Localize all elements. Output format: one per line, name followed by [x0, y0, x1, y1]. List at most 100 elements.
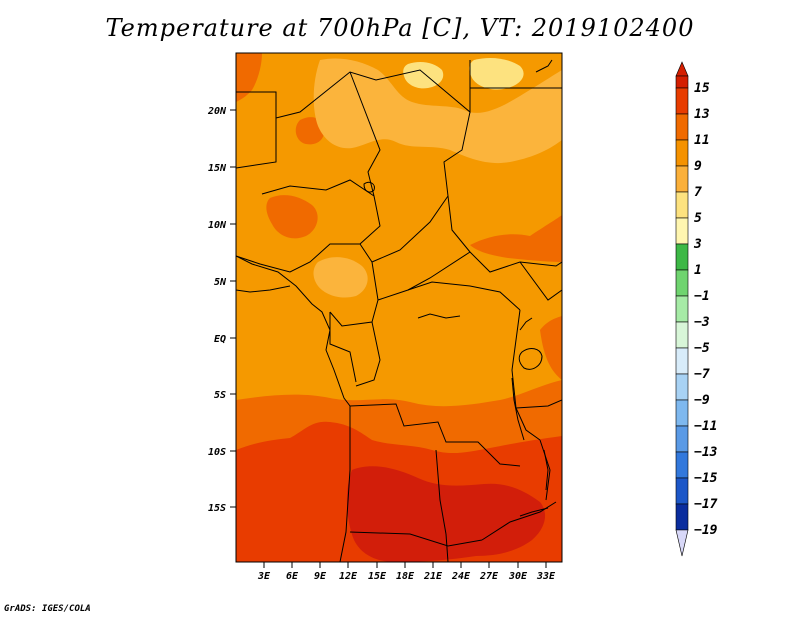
colorbar-swatch [675, 295, 689, 323]
field-7-9-north [313, 58, 562, 164]
border-tanzania [515, 399, 562, 409]
lon-label: 3E [257, 571, 271, 582]
lon-label: 15E [368, 571, 387, 582]
grads-credit: GrADS: IGES/COLA [4, 604, 91, 614]
field-15-17 [346, 466, 546, 562]
border-namibia-botswana [445, 533, 449, 562]
field-7-9-center [313, 257, 368, 298]
lat-label: 10N [208, 220, 227, 231]
border-angola-namibia [349, 531, 483, 547]
colorbar-label: 9 [694, 159, 702, 174]
lon-label: 6E [286, 571, 299, 582]
field-5-7-ne [469, 58, 524, 90]
lon-label: 24E [451, 571, 471, 582]
border-mali-niger [236, 118, 277, 169]
map-frame [235, 52, 563, 563]
colorbar-label: −19 [694, 523, 718, 538]
colorbar-swatch [675, 347, 689, 375]
colorbar-bottom-arrow [675, 529, 689, 557]
colorbar-label: 15 [694, 81, 710, 96]
lat-label: 15S [208, 503, 226, 514]
lat-label: 5S [214, 390, 226, 401]
colorbar-swatch [675, 191, 689, 219]
colorbar-label: 11 [694, 133, 710, 148]
border-drc-north [407, 281, 521, 311]
lon-label: 33E [536, 571, 556, 582]
colorbar-label: 7 [694, 185, 702, 200]
lat-label: 20N [207, 106, 227, 117]
coast-west [236, 255, 351, 562]
colorbar-label: 13 [694, 107, 710, 122]
border-congo-drc [355, 321, 381, 387]
drc-river [417, 313, 461, 319]
colorbar-swatch [675, 503, 689, 531]
field-11-13-east [470, 215, 562, 262]
colorbar-label: −17 [694, 497, 718, 512]
map-title: Temperature at 700hPa [C], VT: 201910240… [105, 14, 695, 42]
lake-tanganyika [511, 377, 525, 441]
colorbar-label: 3 [693, 237, 702, 252]
colorbar-swatch [675, 477, 689, 505]
field-11-13-west [266, 195, 318, 239]
border-niger-chad [349, 71, 381, 197]
border-cameroon-congo [329, 299, 379, 327]
border-angola-zambia [435, 449, 447, 535]
colorbar-label: −5 [694, 341, 710, 356]
border-sudan-north [443, 111, 471, 197]
lake-chad [363, 181, 375, 193]
field-11-13-east2 [540, 316, 562, 380]
border-ss-ethiopia [519, 261, 562, 301]
colorbar-swatch [675, 165, 689, 193]
lake-kariba [519, 507, 549, 517]
colorbar-label: −15 [694, 471, 718, 486]
colorbar-top-arrow [675, 61, 689, 77]
lake-victoria [518, 348, 543, 370]
lon-label: 12E [339, 571, 358, 582]
lon-label: 27E [479, 571, 499, 582]
border-gabon [329, 312, 357, 383]
lat-axis: 20N 15N 10N 5N EQ 5S 10S 15S [207, 106, 236, 514]
colorbar-swatch [675, 217, 689, 245]
colorbar-label: −7 [694, 367, 710, 382]
border-drc-east [511, 309, 541, 441]
colorbar-swatch [675, 113, 689, 141]
border-malawi [539, 439, 551, 501]
colorbar-swatch [675, 321, 689, 349]
colorbar-swatch [675, 87, 689, 115]
lon-label: 9E [314, 571, 327, 582]
lon-axis: 3E 6E 9E 12E 15E 18E 21E 24E 27E 30E 33E [257, 562, 556, 582]
colorbar: 15 13 11 9 7 5 3 1 −1 −3 −5 −7 −9 −11 −1… [675, 61, 718, 557]
field-5-7-north [403, 62, 444, 89]
colorbar-swatch [675, 139, 689, 167]
border-zambia-zimbabwe [481, 501, 557, 541]
temperature-field [236, 53, 562, 562]
colorbar-label: −9 [694, 393, 710, 408]
colorbar-label: −11 [694, 419, 717, 434]
coast-gulf [236, 285, 291, 293]
lon-label: 30E [508, 571, 528, 582]
colorbar-label: −13 [694, 445, 718, 460]
colorbar-swatch [675, 425, 689, 453]
border-angola-drc [349, 403, 521, 467]
lat-label: 5N [214, 277, 227, 288]
lon-label: 18E [396, 571, 415, 582]
colorbar-swatch [675, 399, 689, 427]
country-borders [236, 59, 562, 562]
border-sudan-ss [447, 195, 562, 273]
lake-albert [519, 317, 533, 331]
colorbar-swatch [675, 243, 689, 271]
lon-label: 21E [423, 571, 443, 582]
colorbar-label: −1 [694, 289, 710, 304]
field-11-13-nw [236, 53, 262, 102]
colorbar-label: 5 [694, 211, 702, 226]
lat-label: 15N [208, 163, 227, 174]
lake-malawi [543, 449, 549, 491]
red-sea-coast [535, 59, 553, 73]
colorbar-swatch [675, 451, 689, 479]
colorbar-swatch [675, 269, 689, 297]
colorbar-swatch [675, 75, 689, 89]
lat-label: EQ [214, 334, 226, 345]
lat-label: 10S [208, 447, 226, 458]
colorbar-label: 1 [694, 263, 702, 278]
